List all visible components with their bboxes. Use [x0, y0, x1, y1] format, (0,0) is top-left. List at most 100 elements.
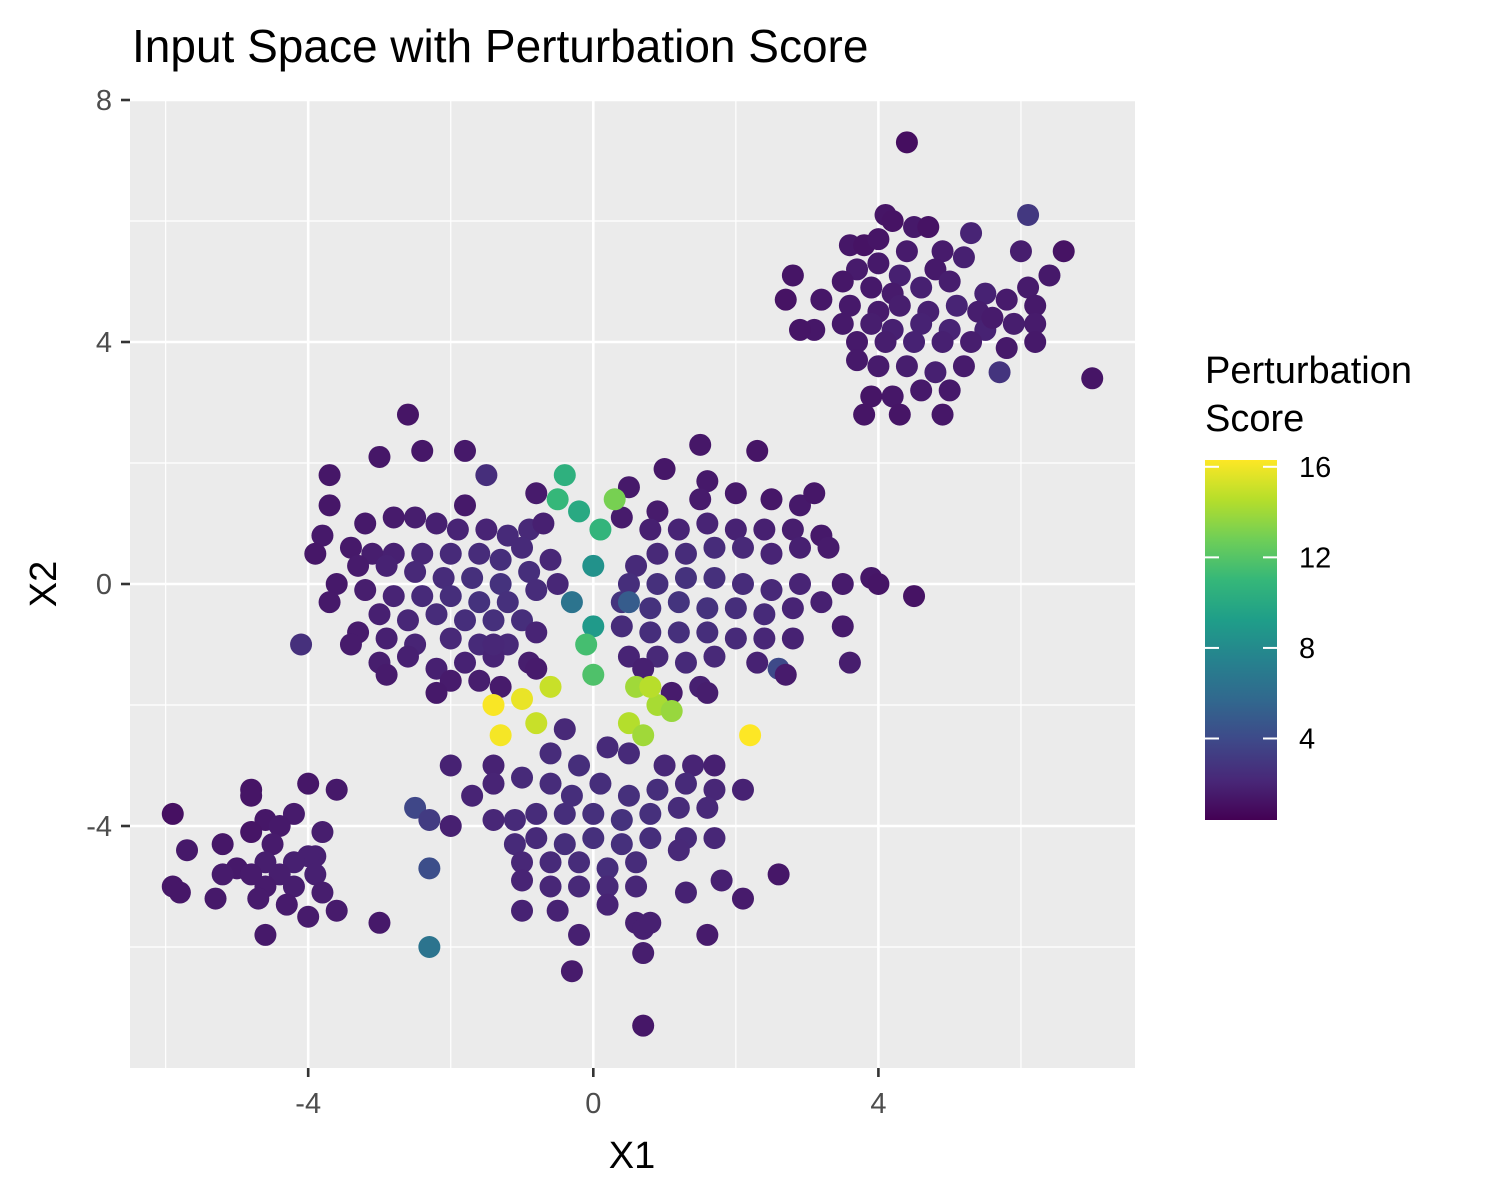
data-point — [489, 675, 512, 698]
data-point — [931, 403, 954, 426]
data-point — [625, 851, 648, 874]
data-point — [161, 802, 184, 825]
x-axis-title: X1 — [609, 1135, 655, 1177]
data-point — [240, 784, 263, 807]
data-point — [347, 554, 370, 577]
data-point — [297, 772, 320, 795]
data-point — [568, 923, 591, 946]
data-point — [511, 899, 534, 922]
data-point — [667, 796, 690, 819]
data-point — [475, 518, 498, 541]
data-point — [454, 494, 476, 517]
data-point — [339, 536, 362, 559]
data-point — [617, 742, 640, 765]
data-point — [960, 331, 983, 353]
data-point — [461, 784, 484, 807]
data-point — [653, 754, 676, 777]
data-point — [696, 512, 719, 535]
data-point — [617, 591, 640, 614]
data-point — [468, 591, 491, 614]
legend-tick-label: 4 — [1299, 723, 1315, 755]
data-point — [639, 802, 662, 825]
data-point — [439, 754, 462, 777]
data-point — [240, 821, 263, 844]
legend-tick-label: 8 — [1299, 633, 1315, 665]
data-point — [525, 827, 548, 850]
data-point — [674, 651, 697, 674]
chart-title: Input Space with Perturbation Score — [132, 20, 868, 72]
data-point — [710, 869, 733, 892]
data-point — [724, 597, 747, 620]
data-point — [425, 681, 448, 704]
data-point — [731, 536, 754, 559]
data-point — [639, 621, 662, 644]
data-point — [689, 433, 712, 456]
data-point — [731, 573, 754, 595]
data-point — [682, 754, 705, 777]
data-point — [696, 621, 719, 644]
data-point — [696, 796, 719, 819]
data-point — [1009, 240, 1032, 263]
data-point — [582, 615, 605, 638]
data-point — [860, 385, 883, 408]
data-point — [753, 627, 776, 650]
data-point — [539, 548, 562, 571]
data-point — [703, 827, 726, 850]
data-point — [511, 687, 534, 710]
data-point — [860, 276, 883, 299]
data-point — [696, 681, 719, 704]
data-point — [582, 802, 605, 825]
data-point — [582, 827, 605, 850]
data-point — [1024, 312, 1047, 335]
data-point — [568, 851, 591, 874]
data-point — [1038, 264, 1061, 287]
data-point — [995, 337, 1018, 360]
data-point — [632, 724, 655, 747]
data-point — [525, 657, 548, 680]
data-point — [881, 210, 904, 232]
data-point — [439, 542, 462, 565]
data-point — [881, 385, 904, 408]
data-point — [625, 554, 648, 577]
data-point — [325, 899, 348, 922]
data-point — [625, 875, 648, 898]
data-point — [511, 851, 534, 874]
data-point — [674, 542, 697, 565]
data-point — [204, 887, 227, 910]
data-point — [938, 379, 961, 402]
legend-colorbar — [1205, 460, 1277, 820]
data-point — [603, 488, 626, 511]
data-point — [760, 488, 783, 511]
data-point — [482, 609, 505, 632]
data-point — [368, 445, 391, 468]
data-point — [674, 881, 697, 904]
data-point — [639, 827, 662, 850]
data-point — [589, 772, 612, 795]
legend-tick-label: 12 — [1299, 542, 1331, 574]
data-point — [553, 802, 576, 825]
data-point — [610, 833, 633, 856]
data-point — [938, 270, 961, 293]
data-point — [831, 270, 854, 293]
data-point — [211, 863, 234, 886]
data-point — [382, 506, 405, 529]
data-point — [318, 464, 341, 487]
data-point — [952, 355, 975, 378]
data-point — [674, 566, 697, 589]
data-point — [176, 839, 199, 862]
data-point — [639, 518, 662, 541]
data-point — [781, 597, 804, 620]
data-point — [1017, 276, 1040, 299]
data-point — [974, 282, 997, 305]
data-point — [910, 276, 933, 299]
data-point — [895, 355, 918, 378]
data-point — [596, 893, 619, 916]
data-point — [774, 288, 797, 311]
data-point — [425, 512, 448, 535]
data-point — [895, 240, 918, 263]
data-point — [803, 482, 826, 505]
data-point — [454, 651, 476, 674]
data-point — [810, 591, 833, 614]
data-point — [789, 318, 811, 341]
data-point — [639, 675, 662, 698]
